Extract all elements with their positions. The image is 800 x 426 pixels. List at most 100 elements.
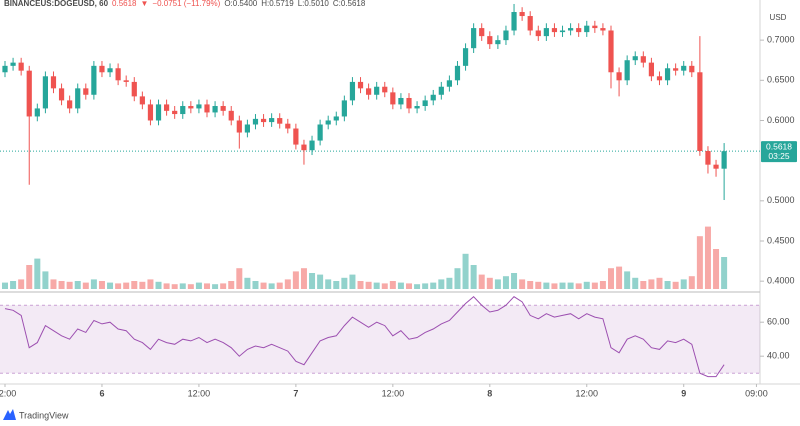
volume-bar bbox=[284, 279, 291, 289]
x-tick-label: 12:00 bbox=[188, 388, 211, 398]
candle-body bbox=[438, 86, 444, 95]
volume-bar bbox=[389, 281, 396, 289]
candle-body bbox=[519, 12, 525, 17]
candle-body bbox=[277, 118, 283, 124]
candle-body bbox=[689, 65, 695, 73]
volume-bar bbox=[535, 281, 542, 289]
candle-body bbox=[406, 97, 412, 109]
candle-body bbox=[188, 106, 194, 109]
volume-bar bbox=[131, 281, 138, 289]
candle-body bbox=[559, 30, 566, 33]
rsi-y-tick-label: 40.00 bbox=[767, 351, 790, 361]
volume-bar bbox=[470, 265, 477, 289]
volume-bar bbox=[90, 279, 97, 289]
candle-body bbox=[180, 106, 186, 115]
volume-bar bbox=[446, 277, 453, 289]
volume-bar bbox=[624, 271, 631, 289]
candle-body bbox=[34, 108, 40, 117]
volume-bar bbox=[632, 277, 639, 289]
volume-bar bbox=[292, 271, 299, 289]
candle-body bbox=[212, 106, 218, 113]
volume-bar bbox=[599, 281, 606, 289]
volume-bar bbox=[527, 281, 534, 289]
volume-bar bbox=[616, 266, 623, 289]
logo: TradingView bbox=[3, 409, 69, 420]
candle-body bbox=[576, 28, 582, 33]
volume-bar bbox=[680, 279, 687, 289]
candle-body bbox=[317, 124, 323, 141]
candle-body bbox=[382, 86, 388, 93]
candle-body bbox=[656, 76, 663, 81]
candle-body bbox=[454, 65, 461, 81]
candle-body bbox=[155, 104, 162, 121]
x-tick-label: 6 bbox=[99, 388, 104, 398]
candle-body bbox=[172, 110, 178, 115]
volume-bar bbox=[381, 283, 388, 289]
volume-bar bbox=[317, 274, 324, 289]
brand-name: TradingView bbox=[19, 410, 69, 420]
candle-body bbox=[616, 72, 622, 81]
candle-body bbox=[164, 104, 170, 111]
candle-body bbox=[325, 120, 331, 125]
candle-body bbox=[18, 62, 24, 71]
volume-bar bbox=[333, 281, 340, 289]
candle-body bbox=[244, 124, 250, 133]
candle-body bbox=[422, 100, 428, 107]
rsi-y-tick-label: 60.00 bbox=[767, 317, 790, 327]
candle-body bbox=[374, 86, 380, 95]
logo-icon bbox=[3, 409, 16, 420]
volume-bar bbox=[672, 281, 679, 289]
candle-body bbox=[75, 88, 81, 109]
candle-body bbox=[131, 81, 137, 97]
candle-body bbox=[123, 80, 129, 82]
candle-body bbox=[648, 62, 654, 77]
candle-body bbox=[83, 88, 89, 95]
candle-body bbox=[446, 80, 452, 87]
volume-bar bbox=[163, 283, 170, 289]
price-tag-value: 0.5618 bbox=[766, 141, 792, 151]
candle-body bbox=[91, 65, 97, 95]
candle-body bbox=[220, 106, 226, 111]
x-tick-label: 8 bbox=[487, 388, 492, 398]
candle-body bbox=[285, 123, 291, 129]
volume-bar bbox=[58, 281, 65, 289]
candle-body bbox=[632, 56, 638, 61]
candle-body bbox=[301, 144, 307, 151]
candle-body bbox=[67, 100, 73, 109]
volume-bar bbox=[648, 279, 655, 289]
rsi-line bbox=[4, 296, 725, 378]
volume-bar bbox=[341, 277, 348, 289]
y-tick-label: 0.5000 bbox=[767, 195, 795, 205]
volume-bar bbox=[494, 279, 501, 289]
candle-body bbox=[196, 104, 202, 109]
volume-bar bbox=[583, 281, 590, 289]
volume-bar bbox=[244, 277, 251, 289]
volume-bar bbox=[325, 279, 332, 289]
volume-bar bbox=[252, 281, 259, 289]
volume-bar bbox=[171, 284, 178, 289]
y-tick-label: 0.4500 bbox=[767, 235, 795, 245]
candle-body bbox=[511, 12, 517, 31]
candle-body bbox=[697, 72, 703, 152]
volume-bar bbox=[438, 279, 445, 289]
candle-body bbox=[252, 118, 259, 125]
volume-bar bbox=[567, 282, 574, 289]
x-tick-label: 9 bbox=[681, 388, 686, 398]
candle-body bbox=[366, 88, 372, 95]
candle-body bbox=[551, 28, 558, 33]
volume-bar bbox=[349, 274, 356, 289]
volume-bar bbox=[155, 281, 162, 289]
volume-bar bbox=[502, 276, 509, 289]
volume-bar bbox=[42, 271, 49, 289]
candle-body bbox=[390, 92, 396, 105]
volume-bar bbox=[721, 257, 728, 289]
x-tick-label: 12:00 bbox=[0, 388, 16, 398]
candle-body bbox=[471, 28, 477, 49]
x-tick-label: 7 bbox=[293, 388, 298, 398]
candle-body bbox=[664, 68, 671, 81]
candle-body bbox=[2, 65, 8, 73]
header-value: L:0.5010 bbox=[298, 0, 330, 8]
volume-bar bbox=[268, 283, 275, 289]
volume-bar bbox=[357, 281, 364, 289]
